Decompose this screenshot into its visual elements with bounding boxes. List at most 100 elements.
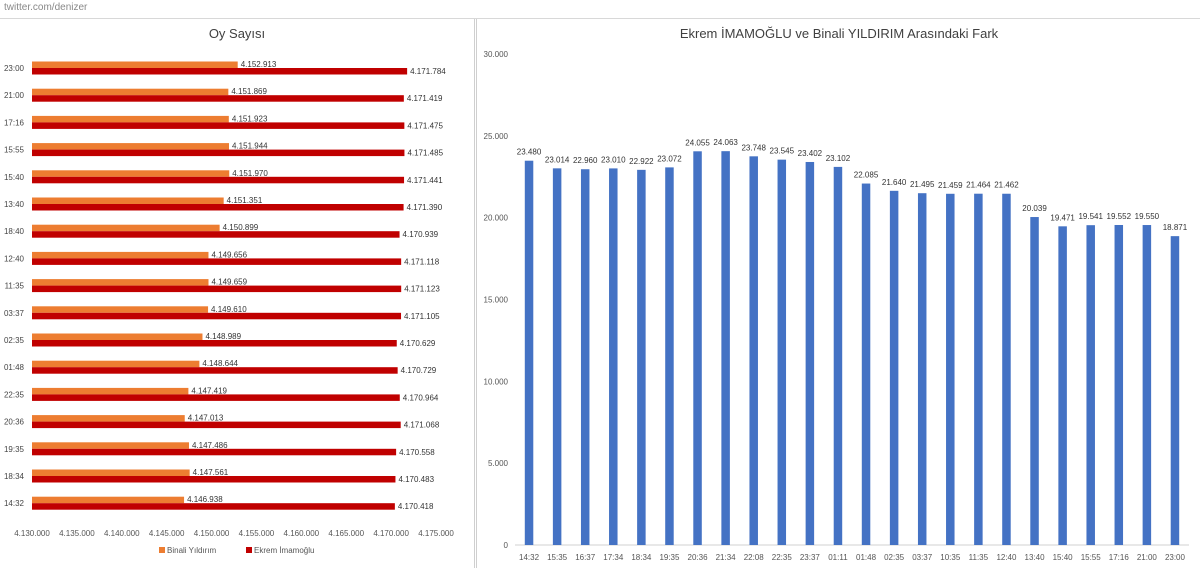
data-label-difference: 24.063: [713, 138, 738, 147]
data-label-ekrem: 4.171.441: [407, 176, 443, 185]
data-label-binali: 4.151.869: [231, 87, 267, 96]
bar-binali: [32, 170, 230, 177]
y-tick-label: 10.000: [484, 377, 509, 386]
bar-difference: [721, 151, 730, 546]
category-label: 20:36: [4, 418, 25, 427]
data-label-binali: 4.152.913: [241, 60, 277, 69]
bar-ekrem: [32, 95, 404, 102]
category-label: 15:55: [4, 146, 25, 155]
legend-swatch-ekrem: [246, 547, 252, 553]
bar-ekrem: [32, 68, 408, 75]
category-label: 11:35: [5, 282, 25, 291]
bar-ekrem: [32, 312, 402, 320]
bar-ekrem: [32, 204, 404, 211]
data-label-binali: 4.151.351: [227, 196, 263, 205]
bar-difference: [861, 183, 871, 545]
bar-ekrem: [32, 176, 405, 184]
data-label-binali: 4.151.923: [232, 114, 268, 123]
category-label: 12:40: [4, 254, 25, 263]
data-label-ekrem: 4.171.105: [404, 312, 440, 321]
bar-difference: [1058, 226, 1067, 545]
data-label-ekrem: 4.170.939: [403, 230, 439, 239]
data-label-binali: 4.149.610: [211, 305, 247, 314]
data-label-difference: 23.748: [741, 143, 766, 152]
category-label: 18:40: [4, 227, 25, 236]
legend-swatch-binali: [159, 547, 165, 553]
x-tick-label: 4.135.000: [59, 529, 95, 538]
data-label-difference: 22.960: [573, 156, 598, 165]
bar-ekrem: [32, 503, 395, 510]
y-tick-label: 0: [504, 541, 509, 550]
bar-ekrem: [32, 421, 401, 429]
bar-difference: [665, 167, 674, 546]
x-tick-label: 17:34: [603, 553, 624, 562]
data-label-binali: 4.147.486: [192, 441, 228, 450]
x-tick-label: 21:34: [716, 553, 737, 562]
vote-count-chart-panel: Oy Sayısı 23:00 4.152.913 4.171.784 21:00 4.…: [0, 19, 475, 568]
category-label: 17:16: [4, 118, 25, 127]
category-label: 03:37: [4, 309, 25, 318]
data-label-difference: 19.550: [1135, 212, 1160, 221]
data-label-ekrem: 4.170.964: [403, 393, 439, 402]
x-tick-label: 4.150.000: [194, 529, 230, 538]
x-tick-label: 01:48: [856, 553, 877, 562]
bar-ekrem: [32, 149, 405, 157]
data-label-difference: 23.010: [601, 155, 626, 164]
category-label: 01:48: [4, 363, 25, 372]
bar-difference: [777, 159, 787, 545]
x-tick-label: 19:35: [659, 553, 680, 562]
category-label: 22:35: [4, 390, 25, 399]
bar-difference: [637, 169, 646, 545]
x-tick-label: 23:00: [1165, 553, 1186, 562]
data-label-difference: 24.055: [685, 138, 710, 147]
data-label-difference: 22.085: [854, 171, 879, 180]
bar-difference: [693, 151, 702, 545]
bar-ekrem: [32, 394, 400, 401]
x-tick-label: 4.145.000: [149, 529, 185, 538]
bar-binali: [32, 496, 185, 504]
bar-binali: [32, 333, 203, 340]
data-label-difference: 23.402: [798, 149, 823, 158]
category-label: 15:40: [4, 173, 25, 182]
x-tick-label: 14:32: [519, 553, 540, 562]
bar-ekrem: [32, 258, 402, 265]
x-tick-label: 4.175.000: [418, 529, 454, 538]
data-label-difference: 19.552: [1107, 212, 1132, 221]
x-tick-label: 10:35: [940, 553, 961, 562]
data-label-binali: 4.148.644: [202, 359, 238, 368]
data-label-difference: 21.462: [994, 181, 1019, 190]
data-label-binali: 4.148.989: [205, 332, 241, 341]
data-label-ekrem: 4.171.068: [404, 421, 440, 430]
y-tick-label: 15.000: [484, 296, 509, 305]
x-tick-label: 03:37: [912, 553, 933, 562]
bar-ekrem: [32, 122, 405, 129]
bar-difference: [1030, 217, 1039, 545]
x-tick-label: 02:35: [884, 553, 905, 562]
bar-ekrem: [32, 340, 397, 347]
bar-binali: [32, 115, 229, 123]
y-tick-label: 5.000: [488, 459, 509, 468]
data-label-difference: 21.464: [966, 181, 991, 190]
x-tick-label: 4.170.000: [373, 529, 409, 538]
x-tick-label: 15:35: [547, 553, 568, 562]
bar-binali: [32, 415, 185, 422]
x-tick-label: 15:55: [1081, 553, 1102, 562]
bar-binali: [32, 360, 200, 368]
x-tick-label: 4.165.000: [328, 529, 364, 538]
difference-chart-panel: Ekrem İMAMOĞLU ve Binali YILDIRIM Arasın…: [476, 19, 1200, 568]
legend-label-binali: Binali Yıldırım: [167, 546, 217, 555]
category-label: 19:35: [4, 445, 25, 454]
data-label-ekrem: 4.171.390: [407, 203, 443, 212]
bar-ekrem: [32, 285, 402, 293]
category-label: 21:00: [4, 91, 25, 100]
category-label: 18:34: [4, 472, 25, 481]
data-label-difference: 21.495: [910, 180, 935, 189]
bar-difference: [889, 190, 899, 546]
x-tick-label: 4.140.000: [104, 529, 140, 538]
data-label-binali: 4.147.561: [193, 468, 229, 477]
vote-count-chart: Oy Sayısı 23:00 4.152.913 4.171.784 21:00 4.…: [4, 26, 454, 555]
data-label-difference: 23.102: [826, 154, 851, 163]
category-label: 02:35: [4, 336, 25, 345]
bar-binali: [32, 251, 209, 259]
data-label-ekrem: 4.171.475: [407, 121, 443, 130]
